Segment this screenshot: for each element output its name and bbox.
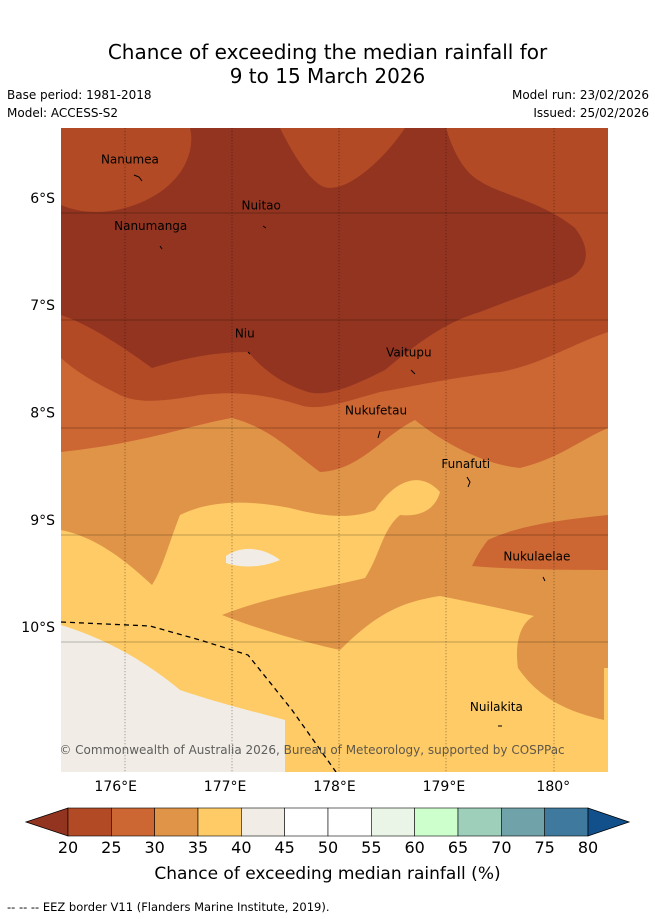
model-run: Model run: 23/02/2026 [511, 88, 649, 102]
y-axis: 6°S 7°S 8°S 9°S 10°S [21, 191, 55, 636]
y-tick-label-8-s: 8°S [30, 405, 55, 421]
x-tick-label-177-e: 177°E [204, 779, 247, 795]
colorbar-cell-30-35 [154, 807, 199, 837]
colorbar-tick-75: 75 [534, 838, 554, 857]
colorbar: 20 25 30 35 40 45 50 55 60 65 70 75 80 [24, 807, 631, 857]
eez-footnote: -- -- -- EEZ border V11 (Flanders Marine… [7, 900, 330, 914]
colorbar-under-arrow [24, 807, 69, 837]
colorbar-cell-60-65 [414, 807, 459, 837]
colorbar-tick-30: 30 [144, 838, 164, 857]
y-tick-label-10-s: 10°S [21, 620, 55, 636]
place-label-nukulaelae: Nukulaelae [503, 550, 570, 564]
colorbar-tick-25: 25 [101, 838, 121, 857]
place-label-nuitao: Nuitao [242, 199, 281, 213]
colorbar-tick-45: 45 [274, 838, 294, 857]
rainfall-map: Nanumea Nuitao Nanumanga Niu Vaitupu Funafuti… [21, 128, 608, 795]
y-tick-label-9-s: 9°S [30, 513, 55, 529]
colorbar-cell-40-45 [241, 807, 285, 837]
y-tick-label-6-s: 6°S [30, 191, 55, 207]
colorbar-tick-55: 55 [361, 838, 381, 857]
x-tick-label-178-e: 178°E [313, 779, 356, 795]
colorbar-tick-35: 35 [188, 838, 208, 857]
model-name: Model: ACCESS-S2 [7, 106, 119, 120]
island-niu [247, 351, 251, 355]
island-nukufetau [377, 430, 381, 439]
colorbar-tick-65: 65 [448, 838, 468, 857]
colorbar-tick-20: 20 [58, 838, 78, 857]
x-axis: 176°E 177°E 178°E 179°E 180° [94, 779, 570, 795]
place-labels: Nanumea Nuitao Nanumanga Niu Vaitupu Funafuti… [101, 152, 570, 713]
colorbar-cell-45-50 [284, 807, 329, 837]
colorbar-over-arrow [587, 807, 631, 837]
x-tick-label-180: 180° [536, 779, 570, 795]
chart-title: Chance of exceeding the median rainfall … [0, 40, 655, 88]
colorbar-cell-35-40 [197, 807, 242, 837]
colorbar-cell-75-80 [544, 807, 589, 837]
island-nanumea [133, 174, 143, 182]
colorbar-cell-65-70 [457, 807, 502, 837]
place-label-nukufetau: Nukufetau [345, 404, 407, 418]
base-period: Base period: 1981-2018 [7, 88, 152, 102]
colorbar-cell-25-30 [111, 807, 155, 837]
colorbar-cell-50-55 [327, 807, 372, 837]
place-label-funafuti: Funafuti [441, 457, 490, 471]
island-nanumanga [159, 245, 163, 250]
y-tick-label-7-s: 7°S [30, 298, 55, 314]
colorbar-cell-55-60 [371, 807, 415, 837]
grid-lines [61, 128, 608, 772]
place-label-vaitupu: Vaitupu [386, 346, 432, 360]
x-tick-label-176-e: 176°E [94, 779, 137, 795]
colorbar-tick-50: 50 [318, 838, 338, 857]
place-label-nuilakita: Nuilakita [470, 700, 523, 714]
island-vaitupu [410, 369, 416, 375]
copyright-notice: © Commonwealth of Australia 2026, Bureau… [59, 743, 564, 757]
island-nukulaelae [542, 576, 546, 582]
colorbar-label: Chance of exceeding median rainfall (%) [154, 864, 501, 884]
colorbar-tick-80: 80 [578, 838, 598, 857]
band-below-20 [61, 128, 586, 394]
place-label-niu: Niu [235, 326, 255, 340]
probability-field [61, 128, 608, 772]
issued-date: Issued: 25/02/2026 [533, 106, 649, 120]
colorbar-tick-40: 40 [231, 838, 251, 857]
colorbar-cells [24, 807, 631, 837]
chart-title-line-1: Chance of exceeding the median rainfall … [107, 40, 548, 64]
colorbar-ticks: 20 25 30 35 40 45 50 55 60 65 70 75 80 [58, 838, 598, 857]
colorbar-cell-20-25 [67, 807, 112, 837]
chart-title-line-2: 9 to 15 March 2026 [229, 64, 426, 88]
x-tick-label-179-e: 179°E [423, 779, 466, 795]
island-funafuti [466, 476, 471, 488]
band-40-45-patch [226, 548, 280, 567]
colorbar-cell-70-75 [501, 807, 545, 837]
place-label-nanumanga: Nanumanga [114, 219, 187, 233]
place-label-nanumea: Nanumea [101, 152, 159, 166]
band-25-30-patch [472, 515, 608, 570]
island-shapes [133, 174, 546, 727]
colorbar-tick-60: 60 [404, 838, 424, 857]
island-nuitao [262, 225, 267, 229]
colorbar-tick-70: 70 [491, 838, 511, 857]
eez-border [61, 621, 337, 772]
